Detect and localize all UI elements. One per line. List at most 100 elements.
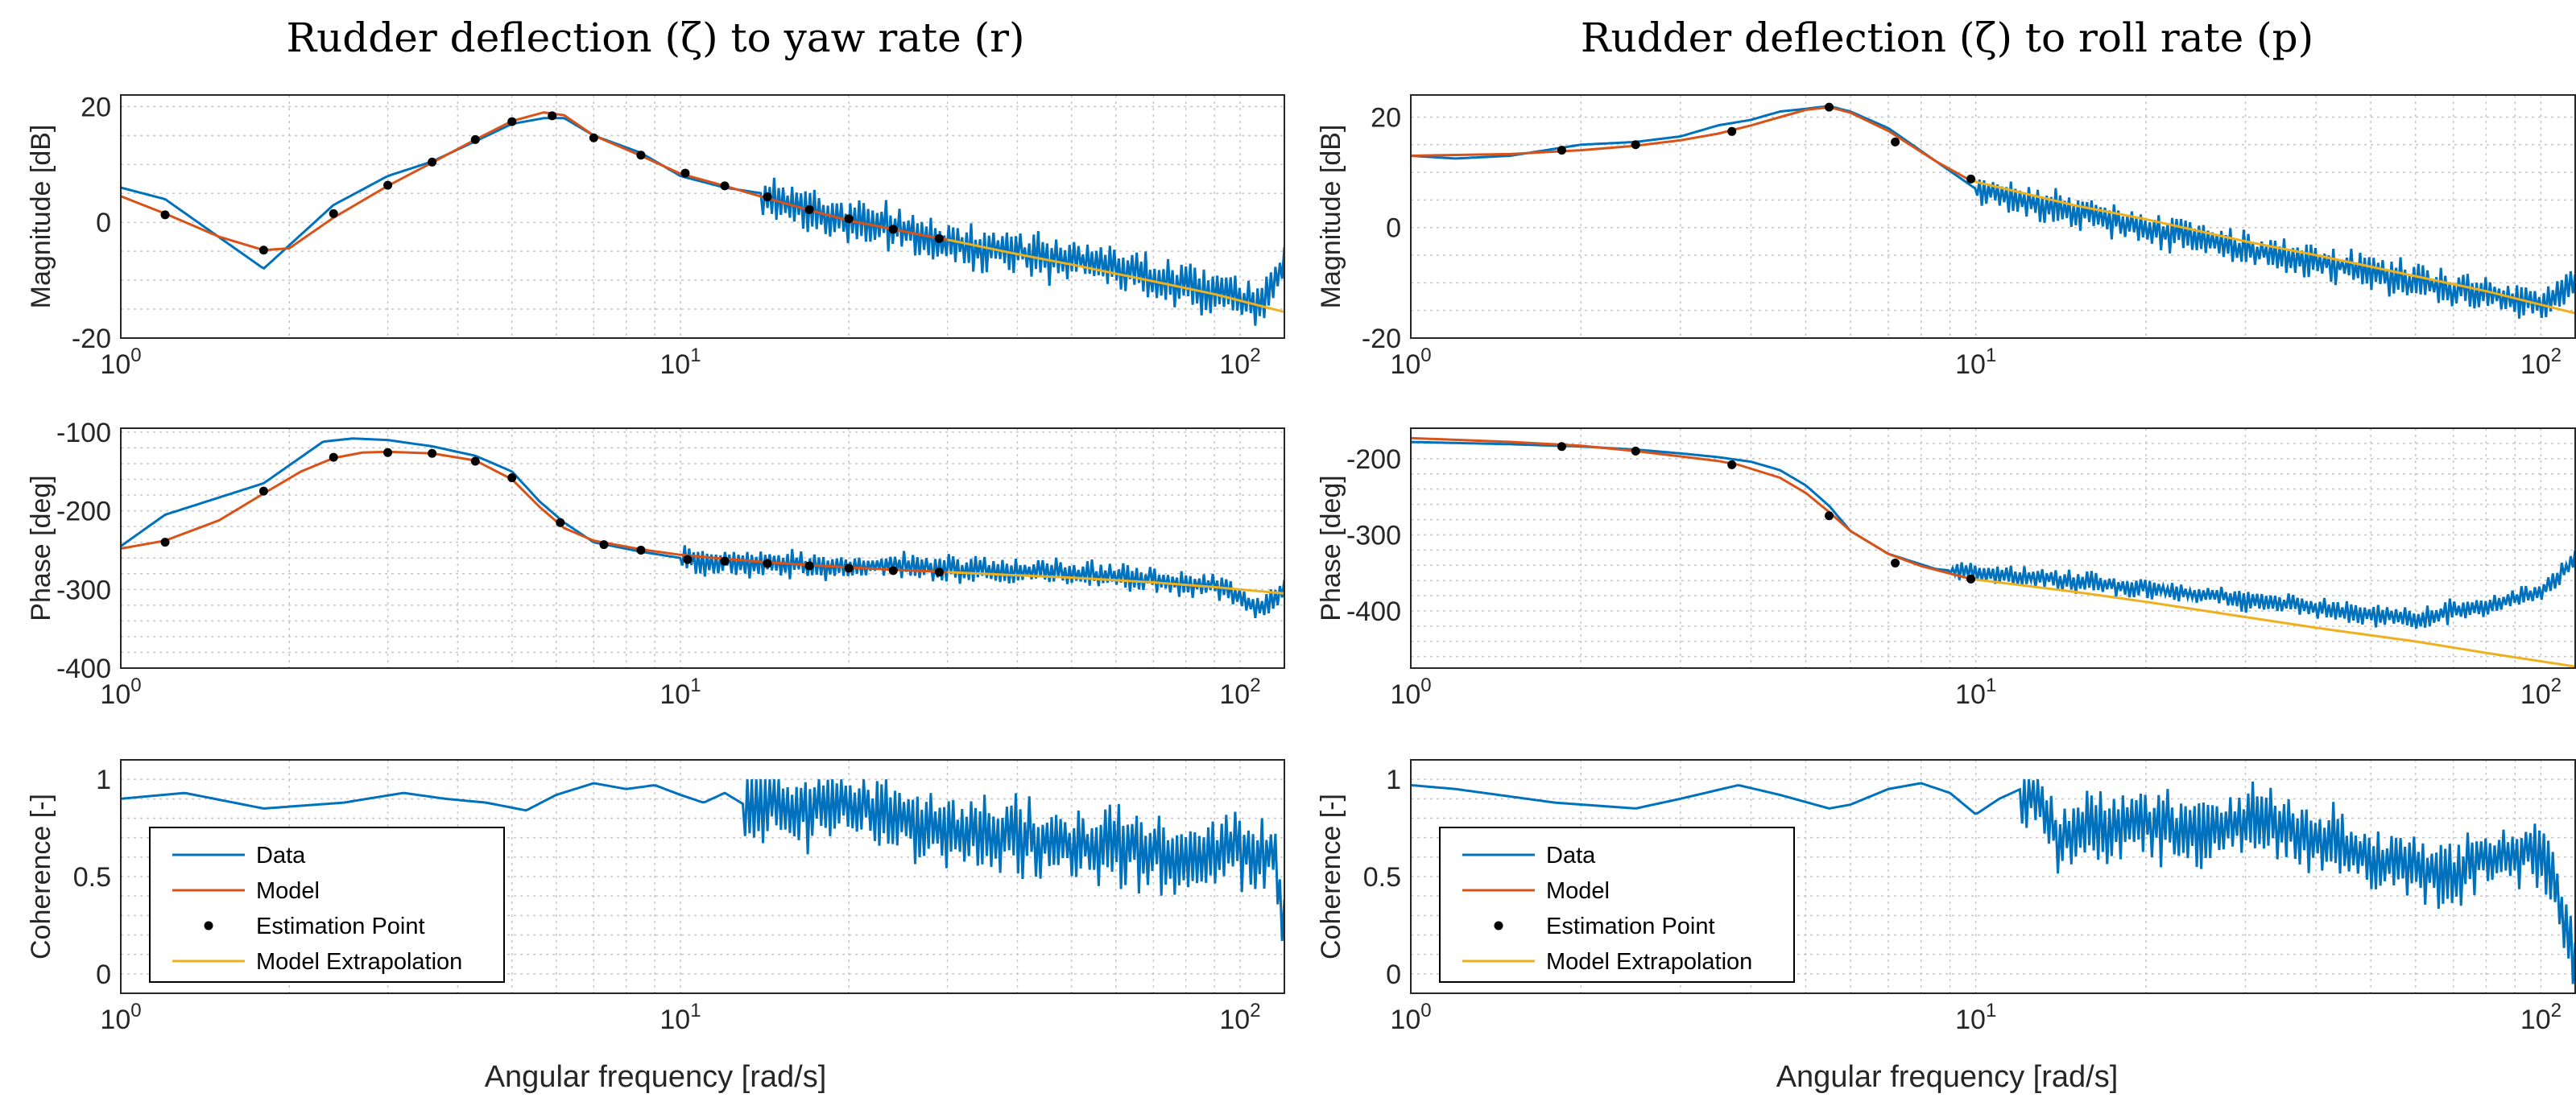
legend-estimation-swatch [1494,921,1503,931]
y-axis-label: Coherence [-] [1316,794,1346,959]
estimation-point [160,538,170,547]
estimation-point [1557,442,1566,452]
legend-model-label: Model [256,878,320,904]
extrapolation-series-line [947,571,1284,595]
estimation-point [258,246,268,255]
y-tick-label: -200 [56,497,111,527]
series-group [1411,436,2575,668]
estimation-point [1891,137,1900,146]
estimation-point [888,225,898,234]
plot-area [121,95,1284,338]
estimation-point [680,168,690,178]
y-axis-label: Magnitude [dB] [26,125,56,309]
legend-extrapolation-label: Model Extrapolation [1546,949,1752,975]
y-tick-label: -300 [1346,520,1401,551]
x-tick-label: 101 [660,345,701,380]
y-tick-label: -20 [72,324,111,354]
estimation-point [470,456,480,466]
x-tick-label: 101 [660,1000,701,1035]
plot-area [1411,95,2575,338]
estimation-point [428,448,437,458]
axes-box [120,759,1285,994]
estimation-point [1727,126,1737,136]
series-group [1411,102,2575,319]
estimation-point [844,214,854,224]
grid [120,95,1284,339]
estimation-point [548,111,557,121]
x-tick-label: 102 [2520,1000,2562,1035]
estimation-point [329,452,338,462]
legend-estimation-label: Estimation Point [256,914,425,939]
data-series-line [121,117,1284,326]
axes-box [120,94,1285,339]
estimation-point [507,473,517,483]
estimation-point [1631,140,1640,150]
estimation-point [1727,460,1737,469]
x-tick-label: 102 [2520,345,2562,380]
legend-estimation-swatch [204,921,213,931]
estimation-point [804,561,814,571]
model-series-line [1411,105,1972,182]
estimation-point [720,181,730,191]
estimation-point [1966,174,1976,184]
series-group [121,437,1284,618]
estimation-point [258,486,268,496]
estimation-point [383,448,393,457]
estimation-point [934,567,944,577]
y-tick-label: 20 [1371,102,1401,133]
x-tick-label: 101 [1955,1000,1996,1035]
y-tick-label: 1 [96,765,111,795]
estimation-point [888,566,898,576]
y-axis-label: Phase [deg] [26,475,56,621]
extrapolation-series-line [1970,179,2575,315]
estimation-point [934,233,944,243]
estimation-point [683,555,693,564]
y-tick-label: 0 [96,959,111,990]
estimation-point [160,210,170,220]
estimation-point [1631,446,1640,456]
estimation-point [636,151,646,160]
left-figure-title: Rudder deflection (ζ) to yaw rate (r) [286,14,1024,61]
extrapolation-series-line [947,238,1284,314]
y-tick-label: -200 [1346,444,1401,475]
legend: Data Model Estimation Point Model Extrapola… [1439,827,1795,983]
estimation-point [1825,102,1834,112]
estimation-point [470,134,480,144]
extrapolation-series-line [1970,577,2575,668]
plot-area [1411,428,2575,668]
estimation-point [1557,146,1566,155]
estimation-point [763,192,772,202]
estimation-point [763,559,772,568]
y-tick-label: 1 [1386,765,1401,795]
y-tick-label: 0 [1386,959,1401,990]
y-axis-label: Magnitude [dB] [1316,125,1346,309]
x-tick-label: 100 [1390,1000,1431,1035]
estimation-point [1966,574,1976,584]
estimation-point [1825,511,1834,521]
data-series-line [1411,779,2575,984]
data-series-line [1411,105,2575,319]
y-tick-label: -100 [56,418,111,448]
estimation-point [636,545,646,555]
data-series-line [121,437,1284,618]
panel-1-coherence: 100 101 102 0 0.5 1 Coherence [-] Data Model Esti… [1316,759,2576,1035]
y-tick-label: 0.5 [73,862,111,893]
series-group [1411,779,2575,984]
estimation-point [844,563,854,573]
plot-area [121,428,1284,668]
x-tick-label: 100 [100,1000,141,1035]
x-tick-label: 102 [2520,675,2562,710]
panel-0-coherence: 100 101 102 0 0.5 1 Coherence [-] Data Model Esti… [26,759,1285,1035]
y-axis-label: Phase [deg] [1316,475,1346,621]
y-tick-label: 0 [96,208,111,238]
y-tick-label: -400 [56,654,111,684]
legend-model-label: Model [1546,878,1610,904]
axes-box [1410,94,2576,339]
x-tick-label: 102 [1219,675,1260,710]
y-tick-label: 20 [81,92,111,122]
series-group [121,779,1284,941]
